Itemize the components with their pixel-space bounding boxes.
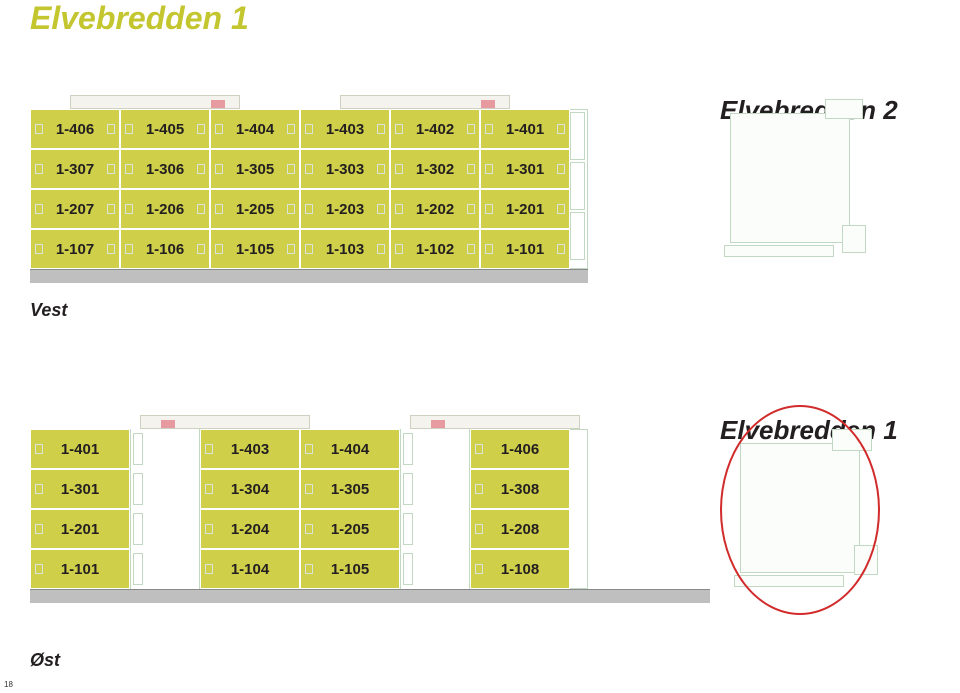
unit-1-301: 1-301 xyxy=(480,149,570,189)
unit-1-107: 1-107 xyxy=(30,229,120,269)
unit-1-206: 1-206 xyxy=(120,189,210,229)
unit-1-404: 1-404 xyxy=(300,429,400,469)
unit-1-401: 1-401 xyxy=(30,429,130,469)
section-label-vest: Vest xyxy=(30,300,67,321)
unit-1-304: 1-304 xyxy=(200,469,300,509)
unit-1-202: 1-202 xyxy=(390,189,480,229)
base-bottom xyxy=(30,589,710,603)
highlight-ring xyxy=(720,405,880,615)
elevation-vest: 1-4061-4051-4041-4031-4021-401 1-3071-306… xyxy=(30,95,588,283)
unit-1-305: 1-305 xyxy=(300,469,400,509)
unit-1-103: 1-103 xyxy=(300,229,390,269)
unit-1-106: 1-106 xyxy=(120,229,210,269)
roof-row-top xyxy=(30,95,570,109)
page-title: Elvebredden 1 xyxy=(30,0,249,37)
unit-1-302: 1-302 xyxy=(390,149,480,189)
unit-1-108: 1-108 xyxy=(470,549,570,589)
base-top xyxy=(30,269,588,283)
unit-1-203: 1-203 xyxy=(300,189,390,229)
unit-1-308: 1-308 xyxy=(470,469,570,509)
unit-1-403: 1-403 xyxy=(300,109,390,149)
elevation-ost: 1-401 1-4031-404 1-406 1-301 1-3041-305 1-308… xyxy=(30,415,710,603)
minimap-bottom xyxy=(730,395,900,595)
unit-1-305: 1-305 xyxy=(210,149,300,189)
stairwell-gap xyxy=(130,509,200,549)
unit-1-104: 1-104 xyxy=(200,549,300,589)
stairwell-gap xyxy=(130,429,200,469)
building-bottom: 1-401 1-4031-404 1-406 1-301 1-3041-305 1-308… xyxy=(30,429,710,589)
unit-1-204: 1-204 xyxy=(200,509,300,549)
stairwell-gap xyxy=(400,429,470,469)
unit-1-402: 1-402 xyxy=(390,109,480,149)
unit-1-105: 1-105 xyxy=(300,549,400,589)
stairwell-gap xyxy=(400,549,470,589)
roof-row-bottom xyxy=(30,415,570,429)
minimap-top xyxy=(730,75,900,275)
unit-1-102: 1-102 xyxy=(390,229,480,269)
unit-1-405: 1-405 xyxy=(120,109,210,149)
unit-1-403: 1-403 xyxy=(200,429,300,469)
unit-1-406: 1-406 xyxy=(470,429,570,469)
building-top: 1-4061-4051-4041-4031-4021-401 1-3071-306… xyxy=(30,109,588,269)
stairwell-gap xyxy=(130,549,200,589)
page-number: 18 xyxy=(4,680,13,689)
unit-1-207: 1-207 xyxy=(30,189,120,229)
unit-1-101: 1-101 xyxy=(30,549,130,589)
stairwell-gap xyxy=(400,469,470,509)
section-label-ost: Øst xyxy=(30,650,60,671)
stairwell-gap xyxy=(400,509,470,549)
unit-1-307: 1-307 xyxy=(30,149,120,189)
unit-1-404: 1-404 xyxy=(210,109,300,149)
unit-1-105: 1-105 xyxy=(210,229,300,269)
stairwell-gap xyxy=(130,469,200,509)
unit-1-201: 1-201 xyxy=(30,509,130,549)
unit-1-406: 1-406 xyxy=(30,109,120,149)
unit-1-306: 1-306 xyxy=(120,149,210,189)
unit-1-205: 1-205 xyxy=(210,189,300,229)
unit-1-208: 1-208 xyxy=(470,509,570,549)
unit-1-201: 1-201 xyxy=(480,189,570,229)
unit-1-303: 1-303 xyxy=(300,149,390,189)
unit-1-101: 1-101 xyxy=(480,229,570,269)
unit-1-401: 1-401 xyxy=(480,109,570,149)
unit-1-205: 1-205 xyxy=(300,509,400,549)
unit-1-301: 1-301 xyxy=(30,469,130,509)
